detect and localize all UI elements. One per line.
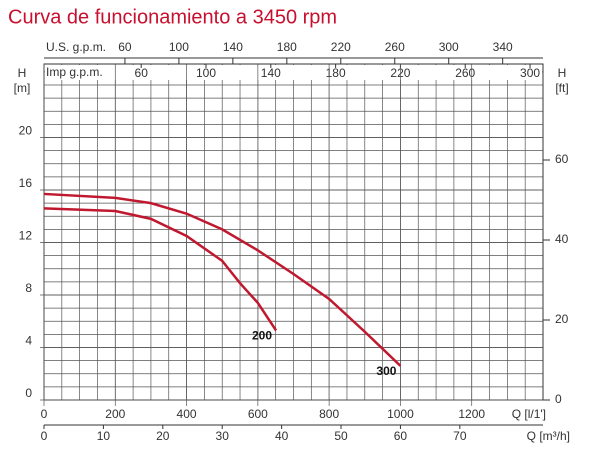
label-band (45, 65, 542, 80)
x3-tick-label: 180 (277, 40, 297, 54)
x2-tick-label: 20 (156, 429, 170, 443)
x-tick-label: 1000 (387, 407, 414, 421)
x3-tick-label: 100 (169, 40, 189, 54)
y-tick-label: 4 (25, 334, 32, 348)
x-tick-label: 400 (177, 407, 197, 421)
x-tick-label: 800 (319, 407, 339, 421)
curve (43, 207, 278, 332)
x-tick-label: 600 (248, 407, 268, 421)
x4-tick-label: 140 (261, 66, 281, 80)
x4-tick-label: 100 (196, 66, 216, 80)
x-tick-label: 200 (105, 407, 125, 421)
x3-tick-label: 300 (439, 40, 459, 54)
y-tick-label: 12 (19, 229, 33, 243)
x2-tick-label: 10 (97, 429, 111, 443)
x2-tick-label: 70 (453, 429, 467, 443)
x4-tick-label: 260 (455, 66, 475, 80)
y-tick-label: 8 (25, 281, 32, 295)
x-axis-label: Q [l/1'] (512, 407, 546, 421)
x3-axis-label: U.S. g.p.m. (46, 40, 106, 54)
y2-tick-label: 60 (555, 152, 569, 166)
x-tick-label: 0 (41, 407, 48, 421)
x4-tick-label: 300 (520, 66, 540, 80)
x2-tick-label: 40 (275, 429, 289, 443)
x3-tick-label: 260 (385, 40, 405, 54)
chart-title: Curva de funcionamiento a 3450 rpm (8, 6, 337, 28)
y-axis-label: H (18, 66, 27, 80)
x2-tick-label: 50 (334, 429, 348, 443)
curve-label: 200 (252, 329, 272, 343)
x2-axis-label: Q [m³/h] (527, 429, 570, 443)
y2-tick-label: 40 (555, 232, 569, 246)
y2-axis-unit: [ft] (555, 81, 568, 95)
x4-axis-label: Imp g.p.m. (46, 65, 103, 79)
y-axis-unit: [m] (14, 81, 31, 95)
x2-tick-label: 0 (41, 429, 48, 443)
y2-tick-label: 20 (555, 312, 569, 326)
curve-label: 300 (376, 364, 396, 378)
curve (43, 192, 402, 367)
x2-tick-label: 60 (394, 429, 408, 443)
y-tick-label: 0 (25, 386, 32, 400)
y2-tick-label: 0 (555, 392, 562, 406)
x3-tick-label: 60 (118, 40, 132, 54)
x4-tick-label: 60 (135, 66, 149, 80)
x3-tick-label: 340 (493, 40, 513, 54)
x3-tick-label: 140 (223, 40, 243, 54)
x3-tick-label: 220 (331, 40, 351, 54)
x-tick-label: 1200 (458, 407, 485, 421)
y-tick-label: 20 (19, 124, 33, 138)
y2-axis-label: H (558, 66, 567, 80)
y-tick-label: 16 (19, 176, 33, 190)
x4-tick-label: 180 (326, 66, 346, 80)
x2-tick-label: 30 (216, 429, 230, 443)
